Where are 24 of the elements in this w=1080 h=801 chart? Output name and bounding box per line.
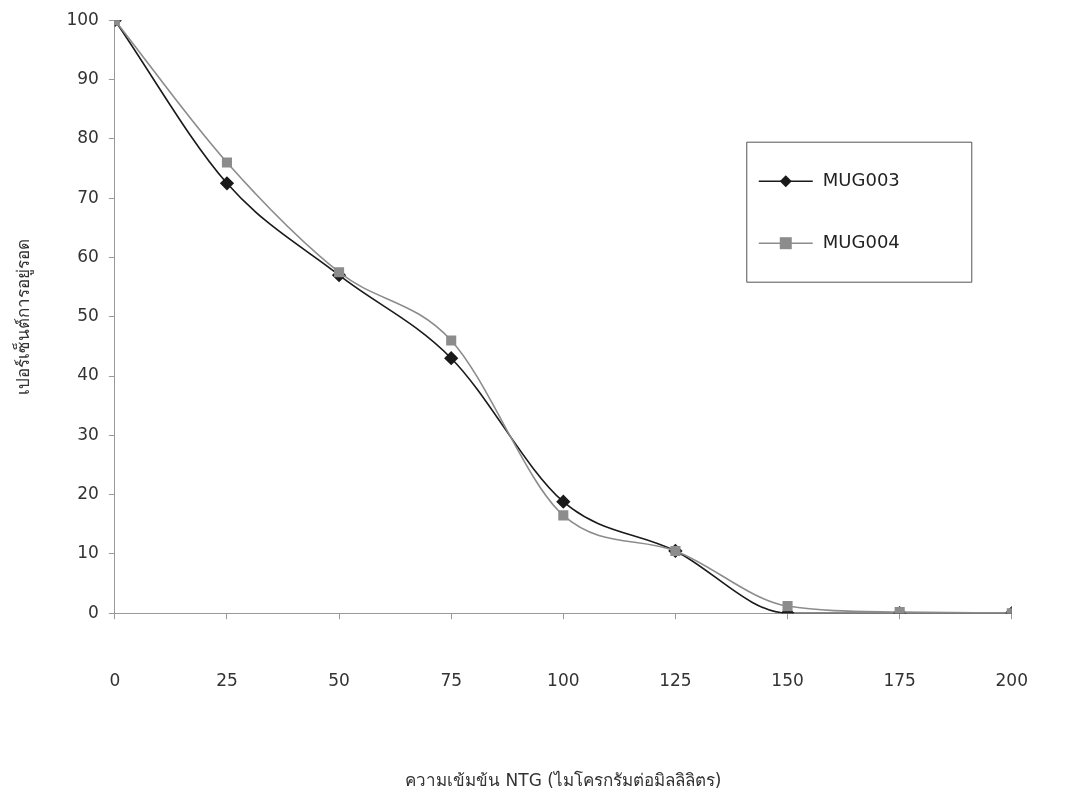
y-tick-label: 90 (77, 67, 99, 88)
y-axis-title: เปอร์เซ็นต์การอยู่รอด (11, 238, 34, 395)
legend-label: MUG004 (822, 230, 900, 252)
x-tick-label: 100 (547, 669, 580, 690)
x-tick-label: 175 (883, 669, 916, 690)
y-tick-label: 60 (77, 245, 99, 266)
x-tick-label: 50 (328, 669, 350, 690)
y-tick-label: 20 (77, 483, 99, 504)
x-tick-label: 200 (995, 669, 1028, 690)
y-tick-label: 30 (77, 423, 99, 444)
x-axis-title: ความเข้มข้น NTG (ไมโครกรัมต่อมิลลิลิตร) (405, 770, 722, 791)
y-tick-label: 0 (88, 601, 99, 622)
y-tick-label: 100 (66, 8, 99, 29)
y-tick-label: 70 (77, 186, 99, 207)
x-tick-label: 125 (659, 669, 692, 690)
y-tick-label: 10 (77, 542, 99, 563)
x-tick-label: 75 (440, 669, 463, 690)
x-tick-label: 150 (771, 669, 804, 690)
legend-label: MUG003 (822, 168, 900, 190)
x-tick-label: 25 (216, 669, 238, 690)
y-tick-label: 40 (77, 364, 99, 385)
y-tick-label: 80 (77, 127, 99, 148)
x-tick-label: 0 (109, 669, 121, 690)
y-tick-label: 50 (77, 305, 99, 326)
